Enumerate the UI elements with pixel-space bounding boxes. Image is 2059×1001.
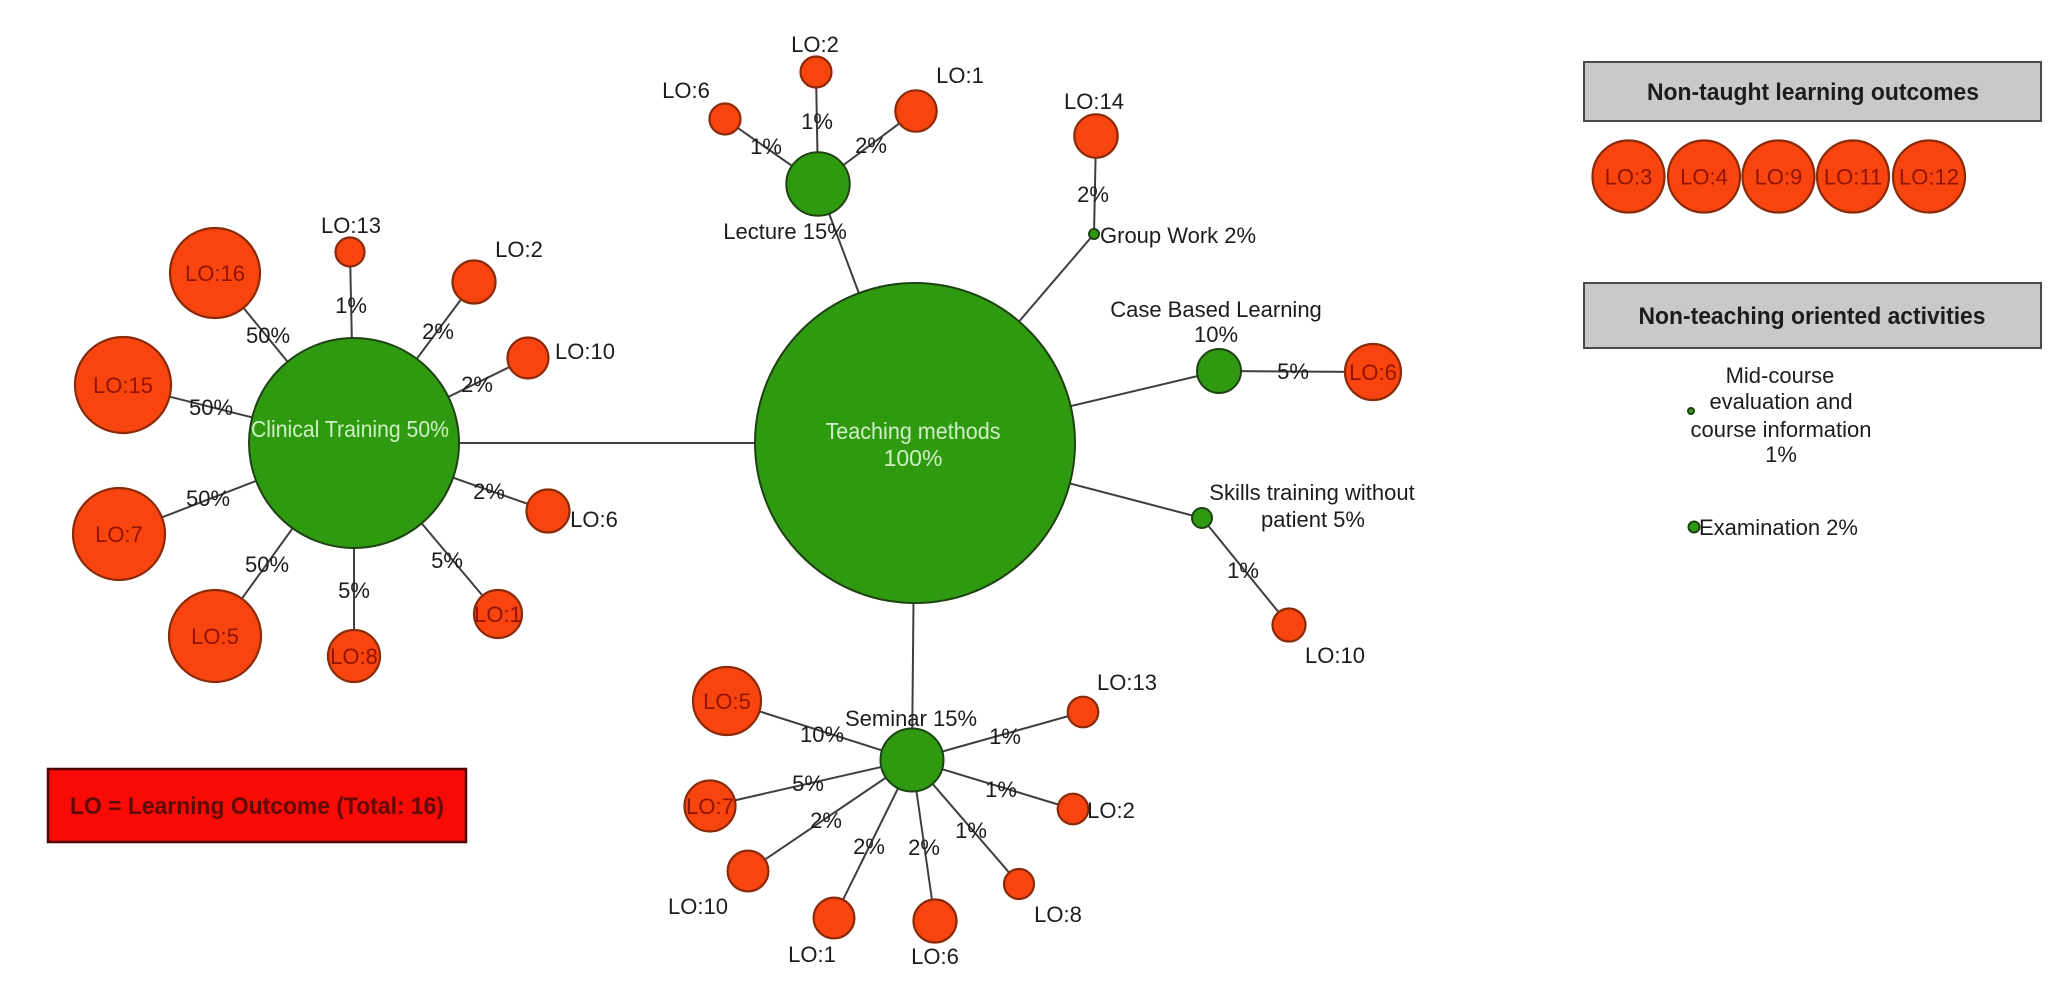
svg-text:LO:6: LO:6 [662, 78, 710, 103]
svg-text:LO:10: LO:10 [1305, 643, 1365, 668]
svg-text:course information: course information [1691, 417, 1872, 442]
svg-text:5%: 5% [1277, 359, 1309, 384]
svg-text:LO:16: LO:16 [185, 261, 245, 286]
svg-text:2%: 2% [473, 479, 505, 504]
svg-text:Examination 2%: Examination 2% [1699, 515, 1858, 540]
svg-text:LO = Learning Outcome (Total:: LO = Learning Outcome (Total: 16) [70, 793, 444, 820]
svg-text:LO:7: LO:7 [686, 794, 734, 819]
svg-text:1%: 1% [985, 777, 1017, 802]
svg-text:2%: 2% [810, 808, 842, 833]
svg-text:1%: 1% [1765, 442, 1797, 467]
svg-text:LO:14: LO:14 [1064, 89, 1124, 114]
svg-text:1%: 1% [989, 724, 1021, 749]
svg-text:LO:6: LO:6 [1349, 360, 1397, 385]
svg-text:Seminar 15%: Seminar 15% [845, 706, 977, 731]
svg-text:50%: 50% [186, 486, 230, 511]
svg-text:Mid-course: Mid-course [1726, 363, 1835, 388]
svg-text:LO:1: LO:1 [788, 942, 836, 967]
svg-text:2%: 2% [461, 372, 493, 397]
svg-text:5%: 5% [431, 548, 463, 573]
svg-text:LO:9: LO:9 [1755, 164, 1803, 189]
svg-text:LO:12: LO:12 [1899, 164, 1959, 189]
svg-text:Group Work 2%: Group Work 2% [1100, 223, 1256, 248]
svg-text:LO:15: LO:15 [93, 373, 153, 398]
svg-text:LO:2: LO:2 [791, 32, 839, 57]
svg-text:1%: 1% [955, 818, 987, 843]
svg-text:LO:1: LO:1 [936, 63, 984, 88]
svg-text:LO:1: LO:1 [474, 602, 522, 627]
svg-text:evaluation and: evaluation and [1709, 389, 1852, 414]
svg-text:5%: 5% [338, 578, 370, 603]
svg-text:LO:13: LO:13 [321, 213, 381, 238]
svg-text:50%: 50% [189, 395, 233, 420]
svg-text:2%: 2% [1077, 182, 1109, 207]
svg-text:2%: 2% [855, 133, 887, 158]
svg-text:1%: 1% [801, 109, 833, 134]
svg-text:LO:11: LO:11 [1824, 164, 1882, 189]
svg-text:5%: 5% [792, 771, 824, 796]
svg-text:LO:2: LO:2 [1087, 798, 1135, 823]
svg-text:patient 5%: patient 5% [1261, 507, 1365, 532]
svg-text:Teaching methods: Teaching methods [826, 418, 1001, 444]
svg-text:Case Based Learning: Case Based Learning [1110, 297, 1322, 322]
svg-text:LO:7: LO:7 [95, 522, 143, 547]
svg-text:10%: 10% [1194, 322, 1238, 347]
svg-text:LO:13: LO:13 [1097, 670, 1157, 695]
svg-text:LO:6: LO:6 [911, 944, 959, 969]
svg-text:LO:8: LO:8 [1034, 902, 1082, 927]
svg-text:2%: 2% [908, 835, 940, 860]
svg-text:LO:2: LO:2 [495, 237, 543, 262]
svg-text:Non-teaching oriented activiti: Non-teaching oriented activities [1639, 303, 1986, 330]
svg-text:50%: 50% [246, 323, 290, 348]
svg-text:Non-taught learning outcomes: Non-taught learning outcomes [1647, 79, 1979, 106]
svg-text:100%: 100% [884, 445, 943, 471]
svg-text:10%: 10% [800, 722, 844, 747]
svg-text:2%: 2% [422, 319, 454, 344]
svg-text:LO:8: LO:8 [330, 644, 378, 669]
svg-text:2%: 2% [853, 834, 885, 859]
svg-text:1%: 1% [335, 293, 367, 318]
svg-text:50%: 50% [245, 552, 289, 577]
svg-text:LO:10: LO:10 [668, 894, 728, 919]
svg-text:LO:6: LO:6 [570, 507, 618, 532]
svg-text:LO:5: LO:5 [703, 689, 751, 714]
svg-text:1%: 1% [750, 134, 782, 159]
svg-text:1%: 1% [1227, 558, 1259, 583]
svg-text:Skills training without: Skills training without [1209, 480, 1414, 505]
svg-text:LO:3: LO:3 [1605, 164, 1653, 189]
svg-text:LO:5: LO:5 [191, 624, 239, 649]
svg-text:LO:10: LO:10 [555, 339, 615, 364]
svg-text:Clinical Training 50%: Clinical Training 50% [251, 416, 449, 442]
svg-text:LO:4: LO:4 [1680, 164, 1728, 189]
svg-text:Lecture 15%: Lecture 15% [723, 219, 847, 244]
